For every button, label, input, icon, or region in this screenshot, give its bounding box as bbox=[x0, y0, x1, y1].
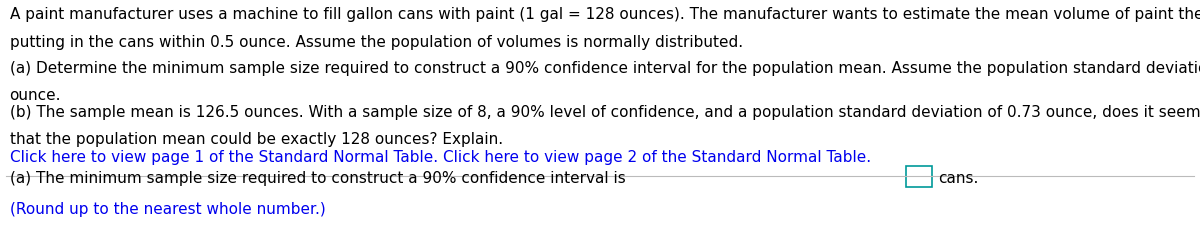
Text: putting in the cans within 0.5 ounce. Assume the population of volumes is normal: putting in the cans within 0.5 ounce. As… bbox=[10, 35, 743, 50]
Text: (a) Determine the minimum sample size required to construct a 90% confidence int: (a) Determine the minimum sample size re… bbox=[10, 61, 1200, 76]
Text: A paint manufacturer uses a machine to fill gallon cans with paint (1 gal = 128 : A paint manufacturer uses a machine to f… bbox=[10, 7, 1200, 22]
Text: that the population mean could be exactly 128 ounces? Explain.: that the population mean could be exactl… bbox=[10, 132, 503, 146]
Text: (b) The sample mean is 126.5 ounces. With a sample size of 8, a 90% level of con: (b) The sample mean is 126.5 ounces. Wit… bbox=[10, 105, 1200, 119]
Text: Click here to view page 1 of the Standard Normal Table. Click here to view page : Click here to view page 1 of the Standar… bbox=[10, 150, 871, 164]
Text: (a) The minimum sample size required to construct a 90% confidence interval is: (a) The minimum sample size required to … bbox=[10, 170, 625, 185]
Text: ounce.: ounce. bbox=[10, 88, 61, 103]
Bar bbox=[906, 166, 932, 187]
Text: (Round up to the nearest whole number.): (Round up to the nearest whole number.) bbox=[10, 201, 325, 216]
Text: cans.: cans. bbox=[938, 170, 979, 185]
